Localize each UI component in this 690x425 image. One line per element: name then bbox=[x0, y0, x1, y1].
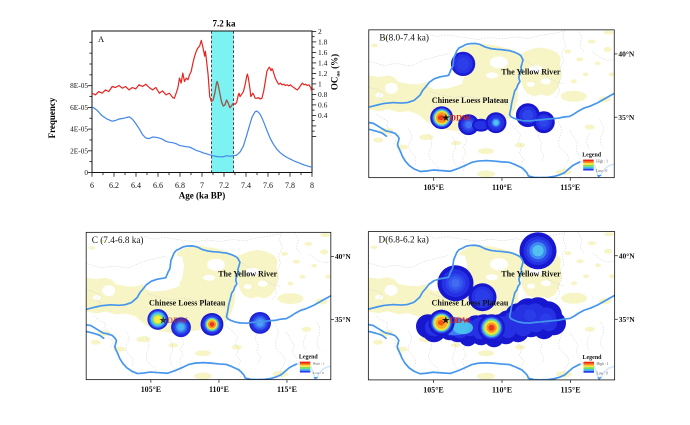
svg-text:1.2: 1.2 bbox=[318, 69, 328, 78]
svg-text:1.8: 1.8 bbox=[318, 37, 328, 46]
svg-text:★DDW: ★DDW bbox=[442, 315, 471, 325]
svg-text:Age (ka BP): Age (ka BP) bbox=[179, 191, 226, 201]
svg-text:6: 6 bbox=[90, 181, 94, 190]
svg-text:7.4: 7.4 bbox=[241, 181, 251, 190]
svg-text:6E-05: 6E-05 bbox=[70, 103, 88, 112]
svg-text:0.8: 0.8 bbox=[318, 90, 328, 99]
svg-text:C (7.4-6.8 ka): C (7.4-6.8 ka) bbox=[92, 235, 144, 245]
svg-text:6.2: 6.2 bbox=[109, 181, 119, 190]
svg-text:0.6: 0.6 bbox=[318, 100, 328, 109]
svg-text:1: 1 bbox=[318, 79, 322, 88]
svg-text:8: 8 bbox=[310, 181, 314, 190]
svg-text:7: 7 bbox=[200, 181, 204, 190]
svg-text:7.6: 7.6 bbox=[263, 181, 273, 190]
svg-text:8E-05: 8E-05 bbox=[70, 81, 88, 90]
svg-text:4E-05: 4E-05 bbox=[70, 125, 88, 134]
svg-text:7.8: 7.8 bbox=[285, 181, 295, 190]
svg-text:2: 2 bbox=[318, 27, 322, 36]
svg-text:B(8.0-7.4 ka): B(8.0-7.4 ka) bbox=[379, 33, 429, 43]
svg-text:★DDW: ★DDW bbox=[159, 315, 188, 325]
svg-text:2E-05: 2E-05 bbox=[70, 146, 88, 155]
svg-text:6.4: 6.4 bbox=[131, 181, 141, 190]
svg-text:1.6: 1.6 bbox=[318, 48, 328, 57]
svg-text:Frequency: Frequency bbox=[47, 97, 57, 138]
svg-text:7.2 ka: 7.2 ka bbox=[212, 19, 236, 29]
svg-text:7.2: 7.2 bbox=[219, 181, 229, 190]
svg-text:6.8: 6.8 bbox=[175, 181, 185, 190]
svg-text:0.4: 0.4 bbox=[318, 111, 328, 120]
svg-text:6.6: 6.6 bbox=[153, 181, 163, 190]
svg-text:D(6.8-6.2 ka): D(6.8-6.2 ka) bbox=[379, 234, 429, 245]
svg-text:0: 0 bbox=[84, 168, 88, 177]
svg-text:1.4: 1.4 bbox=[318, 58, 328, 67]
svg-text:A: A bbox=[98, 34, 105, 44]
svg-text:OCaa (%): OCaa (%) bbox=[330, 54, 342, 90]
svg-text:★DDW: ★DDW bbox=[442, 113, 471, 123]
